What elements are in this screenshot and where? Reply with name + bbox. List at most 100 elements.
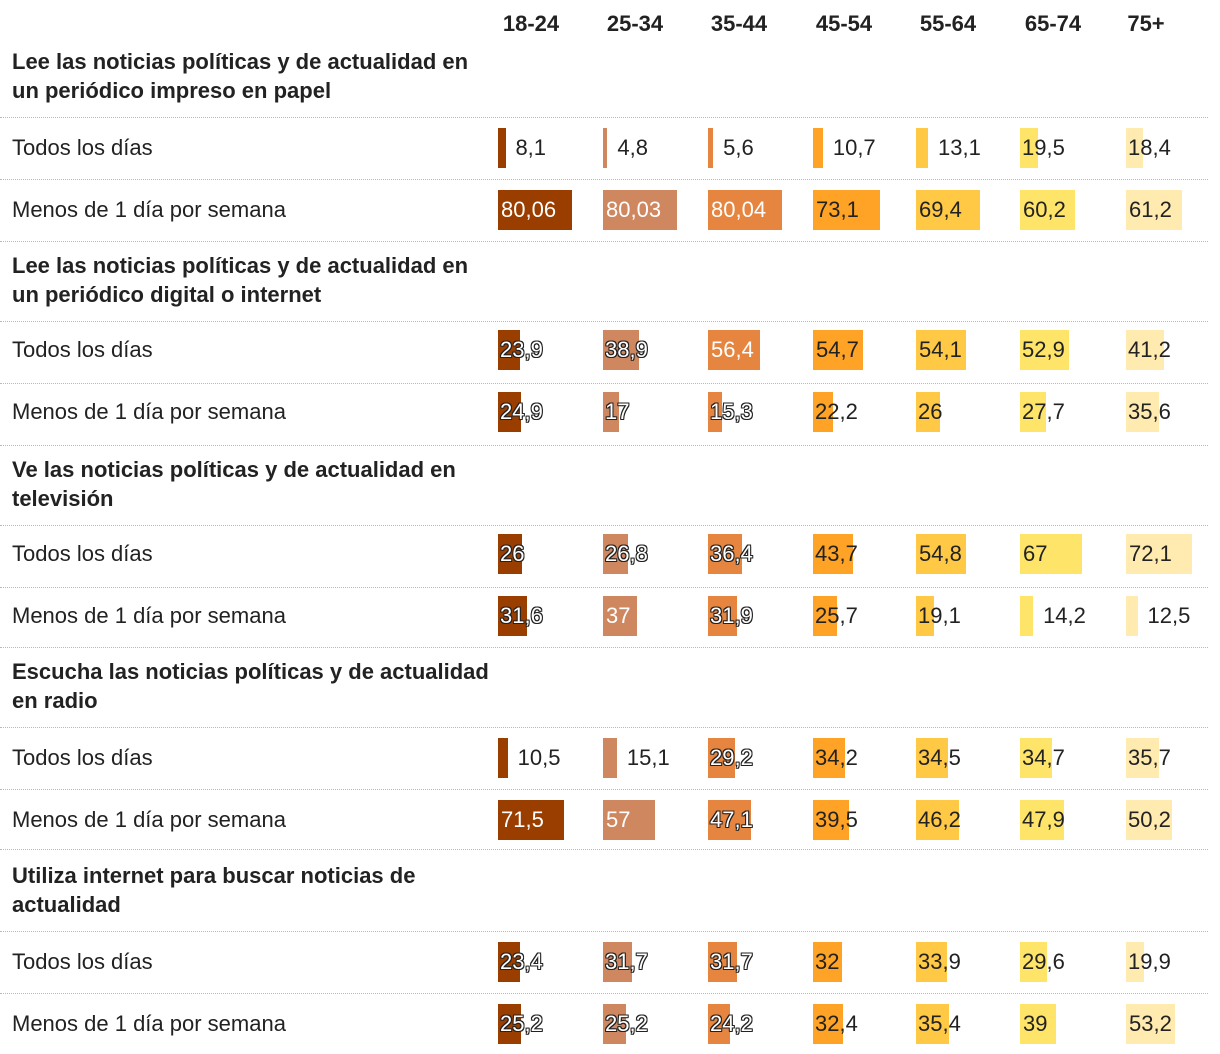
bar-18-24 (498, 392, 521, 432)
data-label: 39 (1023, 1011, 1048, 1036)
data-label: 38,9 (605, 337, 648, 362)
bar-55-64 (916, 1004, 949, 1044)
bar-18-24 (498, 128, 506, 168)
bar-75plus (1126, 392, 1159, 432)
data-label: 57 (606, 807, 631, 832)
row-label: Todos los días (12, 541, 153, 566)
bar-18-24 (498, 1004, 522, 1044)
row-label: Todos los días (12, 745, 153, 770)
row-label: Menos de 1 día por semana (12, 1011, 286, 1036)
column-header-35-44: 35-44 (710, 11, 768, 36)
bar-75plus (1126, 942, 1145, 982)
data-label: 13,1 (938, 135, 981, 160)
data-label: 19,9 (1128, 949, 1171, 974)
row-separator (0, 179, 1208, 180)
row-separator (0, 849, 1208, 850)
data-label: 71,5 (501, 807, 544, 832)
bar-25-34 (603, 596, 637, 636)
bar-25-34 (603, 330, 639, 370)
bar-55-64 (916, 738, 948, 778)
data-label: 18,4 (1128, 135, 1171, 160)
data-label: 4,8 (617, 135, 648, 160)
data-label: 80,04 (711, 197, 767, 222)
row-separator (0, 117, 1208, 118)
bar-65-74 (1020, 128, 1038, 168)
group-title: Ve las noticias políticas y de actualida… (12, 457, 456, 511)
bar-65-74 (1020, 1004, 1056, 1044)
bar-18-24 (498, 330, 520, 370)
data-label: 43,7 (815, 541, 858, 566)
data-label: 72,1 (1129, 541, 1172, 566)
row-label: Todos los días (12, 337, 153, 362)
data-label: 54,8 (919, 541, 962, 566)
data-label: 37 (606, 603, 631, 628)
bar-25-34 (603, 1004, 627, 1044)
row-separator (0, 647, 1208, 648)
row-separator (0, 321, 1208, 322)
data-label: 19,5 (1022, 135, 1065, 160)
bar-35-44 (708, 596, 738, 636)
group-title: Lee las noticias políticas y de actualid… (12, 253, 469, 307)
column-header-25-34: 25-34 (606, 11, 664, 36)
row-separator (0, 789, 1208, 790)
data-label: 35,7 (1128, 745, 1171, 770)
data-label: 26 (918, 399, 943, 424)
data-label: 39,5 (815, 807, 858, 832)
bar-25-34 (603, 392, 619, 432)
row-label: Menos de 1 día por semana (12, 197, 286, 222)
column-header-75plus: 75+ (1127, 11, 1165, 36)
data-label: 25,2 (605, 1011, 648, 1036)
bar-35-44 (708, 534, 742, 574)
data-label: 80,06 (501, 197, 557, 222)
bar-45-54 (813, 128, 823, 168)
column-header-65-74: 65-74 (1024, 11, 1082, 36)
data-label: 23,9 (500, 337, 543, 362)
bar-25-34 (603, 190, 677, 230)
data-label: 27,7 (1022, 399, 1065, 424)
data-label: 69,4 (919, 197, 962, 222)
data-label: 34,2 (815, 745, 858, 770)
data-label: 17 (605, 399, 630, 424)
column-header-55-64: 55-64 (919, 11, 977, 36)
data-label: 35,6 (1128, 399, 1171, 424)
column-header-45-54: 45-54 (815, 11, 873, 36)
data-label: 56,4 (711, 337, 754, 362)
group-title: Utiliza internet para buscar noticias de… (12, 863, 416, 917)
row-label: Menos de 1 día por semana (12, 603, 286, 628)
bar-18-24 (498, 534, 522, 574)
data-label: 24,2 (710, 1011, 753, 1036)
bar-35-44 (708, 392, 723, 432)
data-label: 32,4 (815, 1011, 858, 1036)
bar-65-74 (1020, 330, 1069, 370)
bar-18-24 (498, 942, 520, 982)
data-label: 12,5 (1147, 603, 1191, 628)
row-separator (0, 383, 1208, 384)
bar-45-54 (813, 190, 881, 230)
bar-25-34 (603, 800, 656, 840)
data-label: 26 (500, 541, 525, 566)
data-label: 36,4 (710, 541, 753, 566)
data-label: 29,6 (1022, 949, 1065, 974)
data-label: 52,9 (1022, 337, 1065, 362)
row-separator (0, 445, 1208, 446)
bar-45-54 (813, 1004, 843, 1044)
bar-75plus (1126, 738, 1159, 778)
data-label: 34,5 (918, 745, 961, 770)
row-separator (0, 993, 1208, 994)
data-label: 33,9 (918, 949, 961, 974)
data-label: 80,03 (606, 197, 662, 222)
bar-65-74 (1020, 738, 1052, 778)
column-header-18-24: 18-24 (502, 11, 560, 36)
row-separator (0, 727, 1208, 728)
data-label: 32 (815, 949, 840, 974)
bar-45-54 (813, 942, 843, 982)
data-label: 54,1 (919, 337, 962, 362)
bar-45-54 (813, 738, 845, 778)
bar-45-54 (813, 800, 850, 840)
bar-25-34 (603, 738, 617, 778)
bar-65-74 (1020, 534, 1082, 574)
bar-25-34 (603, 128, 608, 168)
bar-55-64 (916, 800, 959, 840)
bar-35-44 (708, 330, 760, 370)
bar-25-34 (603, 534, 628, 574)
